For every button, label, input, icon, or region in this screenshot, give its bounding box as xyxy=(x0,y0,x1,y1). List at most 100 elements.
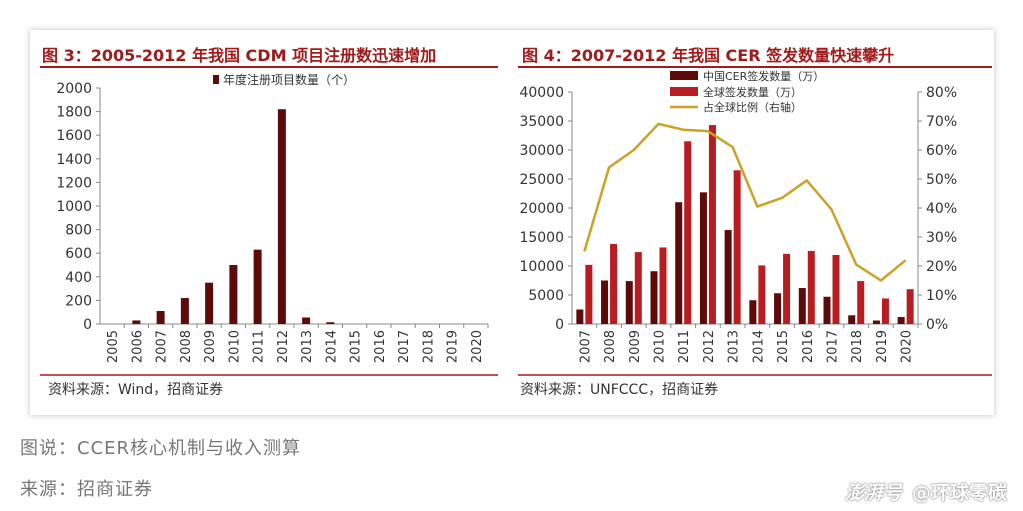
chart2-x-tick-label: 2017 xyxy=(826,330,841,363)
chart1-x-tick-label: 2016 xyxy=(373,330,388,363)
chart2-y-tick-label: 5000 xyxy=(528,288,564,304)
chart1-bar xyxy=(156,311,165,324)
chart2-source: 资料来源：UNFCCC，招商证券 xyxy=(520,382,718,398)
chart1-y-tick-label: 600 xyxy=(65,246,92,262)
chart1-bar xyxy=(302,317,311,324)
chart2-x-tick-label: 2015 xyxy=(776,330,791,363)
chart1-y-tick-label: 2000 xyxy=(56,81,92,97)
chart2-bar-global xyxy=(906,289,914,324)
chart1-x-tick-label: 2008 xyxy=(179,330,194,363)
chart2-legend-label-china: 中国CER签发数量（万） xyxy=(703,69,824,83)
chart2-bar-china xyxy=(798,288,806,324)
chart2-y2-tick-label: 50% xyxy=(926,172,957,188)
chart2-bar-global xyxy=(659,247,667,324)
chart2-y2-tick-label: 0% xyxy=(926,317,948,333)
chart2-bar-global xyxy=(610,243,618,324)
chart1-legend-swatch xyxy=(213,75,219,84)
chart1-x-tick-label: 2005 xyxy=(106,330,121,363)
chart2-y2-tick-label: 70% xyxy=(926,114,957,130)
chart1-y-tick-label: 1600 xyxy=(56,128,92,144)
chart2-x-tick-label: 2007 xyxy=(578,330,593,363)
chart1-x-tick-label: 2019 xyxy=(446,330,461,363)
chart1-y-tick-label: 1800 xyxy=(56,105,92,121)
chart2-y2-tick-label: 10% xyxy=(926,288,957,304)
chart2-bar-china xyxy=(872,320,880,324)
chart2-y-tick-label: 40000 xyxy=(519,85,564,101)
chart2-y-tick-label: 30000 xyxy=(519,143,564,159)
chart1-x-tick-label: 2006 xyxy=(130,330,145,363)
chart2-y2-tick-label: 20% xyxy=(926,259,957,275)
chart2-x-tick-label: 2016 xyxy=(801,330,816,363)
chart2-x-tick-label: 2019 xyxy=(875,330,890,363)
chart1-x-tick-label: 2020 xyxy=(470,330,485,363)
chart1-x-tick-label: 2014 xyxy=(324,330,339,363)
chart1-y-tick-label: 1200 xyxy=(56,175,92,191)
chart2-legend-swatch-global xyxy=(670,87,698,96)
chart2-bar-global xyxy=(807,250,815,324)
chart1-x-tick-label: 2010 xyxy=(227,330,242,363)
figure-card: 图 3：2005-2012 年我国 CDM 项目注册数迅速增加年度注册项目数量（… xyxy=(30,30,994,415)
chart2-legend-swatch-china xyxy=(670,71,698,80)
chart2-bar-china xyxy=(897,317,905,324)
source-line: 来源：招商证券 xyxy=(20,479,153,500)
chart2-bar-global xyxy=(733,170,741,324)
chart2-y-tick-label: 15000 xyxy=(519,230,564,246)
chart2-y2-tick-label: 30% xyxy=(926,230,957,246)
chart1-title: 图 3：2005-2012 年我国 CDM 项目注册数迅速增加 xyxy=(42,46,436,65)
chart1-bar xyxy=(326,322,335,324)
chart1-y-tick-label: 1000 xyxy=(56,199,92,215)
chart1-legend-label: 年度注册项目数量（个） xyxy=(223,72,355,87)
chart1-y-tick-label: 1400 xyxy=(56,152,92,168)
chart2-x-tick-label: 2020 xyxy=(900,330,915,363)
chart1-x-tick-label: 2012 xyxy=(276,330,291,363)
chart1-y-tick-label: 200 xyxy=(65,293,92,309)
chart2-x-tick-label: 2008 xyxy=(603,330,618,363)
chart1-x-tick-label: 2011 xyxy=(252,330,267,363)
chart2-bar-china xyxy=(774,293,782,324)
chart1-source: 资料来源：Wind，招商证券 xyxy=(48,382,223,398)
chart2-bar-china xyxy=(749,300,757,324)
chart2-legend-label-global: 全球签发数量（万） xyxy=(703,85,802,99)
chart2-bar-china xyxy=(625,281,633,324)
chart2-y2-tick-label: 60% xyxy=(926,143,957,159)
figure-caption: 图说：CCER核心机制与收入测算 xyxy=(20,438,302,459)
chart2-bar-china xyxy=(576,309,584,324)
chart2-x-tick-label: 2014 xyxy=(751,330,766,363)
chart2-bar-china xyxy=(848,315,856,324)
chart2-share-line xyxy=(583,122,907,282)
chart2-bar-global xyxy=(857,281,865,324)
chart1-bar xyxy=(229,265,238,324)
watermark: 澎湃号 @环球零碳 xyxy=(845,478,1007,505)
chart1-y-tick-label: 400 xyxy=(65,270,92,286)
chart2-bar-global xyxy=(708,125,716,324)
watermark-brand: 澎湃号 xyxy=(844,482,902,504)
chart2-x-tick-label: 2010 xyxy=(653,330,668,363)
chart2-bar-global xyxy=(684,141,692,324)
chart1-x-tick-label: 2015 xyxy=(349,330,364,363)
chart2-legend-label-share: 占全球比例（右轴） xyxy=(703,100,802,114)
chart1-y-tick-label: 0 xyxy=(83,317,92,333)
chart2-x-tick-label: 2009 xyxy=(628,330,643,363)
chart1-x-tick-label: 2018 xyxy=(421,330,436,363)
chart1-x-tick-label: 2009 xyxy=(203,330,218,363)
chart1-x-tick-label: 2007 xyxy=(155,330,170,363)
chart2-x-tick-label: 2011 xyxy=(677,330,692,363)
chart2-x-tick-label: 2018 xyxy=(850,330,865,363)
chart2-bar-china xyxy=(823,296,831,324)
chart2-bar-global xyxy=(783,253,791,324)
chart2-y-tick-label: 0 xyxy=(555,317,564,333)
chart2-bar-china xyxy=(699,192,707,324)
chart2-x-tick-label: 2013 xyxy=(727,330,742,363)
chart1-bar xyxy=(253,249,262,324)
chart2-bar-global xyxy=(634,252,642,324)
chart2-title: 图 4：2007-2012 年我国 CER 签发数量快速攀升 xyxy=(522,46,894,65)
chart2-bar-global xyxy=(585,264,593,324)
chart1-bar xyxy=(205,282,214,324)
chart1-y-tick-label: 800 xyxy=(65,223,92,239)
chart2-bar-china xyxy=(724,230,732,324)
chart1-x-tick-label: 2013 xyxy=(300,330,315,363)
chart2-y-tick-label: 35000 xyxy=(519,114,564,130)
charts-canvas: 图 3：2005-2012 年我国 CDM 项目注册数迅速增加年度注册项目数量（… xyxy=(40,46,992,398)
chart2-y2-tick-label: 80% xyxy=(926,85,957,101)
chart2-y-tick-label: 25000 xyxy=(519,172,564,188)
